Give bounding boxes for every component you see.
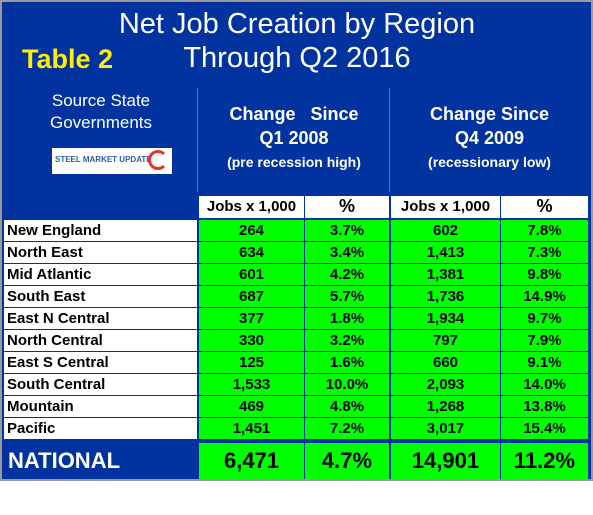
group1-line2: Q1 2008 bbox=[259, 128, 329, 148]
group1-line3: (pre recession high) bbox=[227, 154, 361, 170]
row-region: New England bbox=[4, 220, 197, 241]
row-region: Mid Atlantic bbox=[4, 264, 197, 285]
row-jobs-q4-2009: 2,093 bbox=[391, 374, 500, 395]
row-region: Pacific bbox=[4, 418, 197, 439]
row-pct-q4-2009: 9.8% bbox=[501, 264, 588, 285]
subheader-pct-q1-2008: % bbox=[305, 196, 389, 218]
row-pct-q4-2009: 9.7% bbox=[501, 308, 588, 329]
row-jobs-q1-2008: 377 bbox=[199, 308, 304, 329]
row-region: South East bbox=[4, 286, 197, 307]
row-pct-q1-2008: 10.0% bbox=[305, 374, 389, 395]
row-region: Mountain bbox=[4, 396, 197, 417]
row-jobs-q1-2008: 1,533 bbox=[199, 374, 304, 395]
group1-line1: Change Since bbox=[229, 104, 359, 124]
row-pct-q1-2008: 7.2% bbox=[305, 418, 389, 439]
row-jobs-q4-2009: 1,268 bbox=[391, 396, 500, 417]
row-pct-q4-2009: 15.4% bbox=[501, 418, 588, 439]
row-pct-q4-2009: 9.1% bbox=[501, 352, 588, 373]
row-pct-q1-2008: 1.6% bbox=[305, 352, 389, 373]
row-jobs-q1-2008: 634 bbox=[199, 242, 304, 263]
row-region: East N Central bbox=[4, 308, 197, 329]
row-jobs-q4-2009: 1,413 bbox=[391, 242, 500, 263]
row-pct-q1-2008: 3.7% bbox=[305, 220, 389, 241]
group2-line3: (recessionary low) bbox=[428, 154, 551, 170]
steel-market-update-logo: STEEL MARKET UPDATE bbox=[52, 148, 172, 174]
total-pct-q4-2009: 11.2% bbox=[501, 443, 588, 479]
row-jobs-q1-2008: 264 bbox=[199, 220, 304, 241]
total-jobs-q1-2008: 6,471 bbox=[199, 443, 304, 479]
row-jobs-q4-2009: 1,934 bbox=[391, 308, 500, 329]
row-jobs-q1-2008: 601 bbox=[199, 264, 304, 285]
group2-line1: Change Since bbox=[429, 104, 550, 124]
row-jobs-q1-2008: 469 bbox=[199, 396, 304, 417]
group2-line2: Q4 2009 bbox=[454, 128, 525, 148]
row-pct-q1-2008: 5.7% bbox=[305, 286, 389, 307]
row-pct-q4-2009: 7.3% bbox=[501, 242, 588, 263]
logo-text: STEEL MARKET UPDATE bbox=[55, 155, 152, 164]
source-note: Source State Governments bbox=[26, 90, 176, 134]
row-jobs-q4-2009: 3,017 bbox=[391, 418, 500, 439]
logo-ring-icon bbox=[148, 150, 168, 170]
subheader-jobs-q4-2009: Jobs x 1,000 bbox=[391, 196, 500, 218]
group-header-q4-2009: Change Since Q4 2009 (recessionary low) bbox=[391, 102, 588, 174]
row-jobs-q4-2009: 797 bbox=[391, 330, 500, 351]
row-jobs-q1-2008: 1,451 bbox=[199, 418, 304, 439]
row-region: East S Central bbox=[4, 352, 197, 373]
row-jobs-q1-2008: 330 bbox=[199, 330, 304, 351]
row-jobs-q4-2009: 1,736 bbox=[391, 286, 500, 307]
row-pct-q1-2008: 3.2% bbox=[305, 330, 389, 351]
row-jobs-q4-2009: 602 bbox=[391, 220, 500, 241]
title-line-2: Through Q2 2016 bbox=[183, 42, 411, 74]
total-jobs-q4-2009: 14,901 bbox=[391, 443, 500, 479]
source-line-2: Governments bbox=[49, 113, 153, 132]
row-pct-q4-2009: 14.0% bbox=[501, 374, 588, 395]
row-region: North East bbox=[4, 242, 197, 263]
source-line-1: Source State bbox=[51, 91, 151, 110]
row-pct-q1-2008: 4.2% bbox=[305, 264, 389, 285]
row-region: South Central bbox=[4, 374, 197, 395]
row-pct-q4-2009: 14.9% bbox=[501, 286, 588, 307]
total-pct-q1-2008: 4.7% bbox=[305, 443, 389, 479]
row-pct-q4-2009: 13.8% bbox=[501, 396, 588, 417]
row-pct-q1-2008: 4.8% bbox=[305, 396, 389, 417]
table-tag: Table 2 bbox=[22, 44, 114, 74]
row-pct-q1-2008: 3.4% bbox=[305, 242, 389, 263]
row-jobs-q4-2009: 660 bbox=[391, 352, 500, 373]
row-jobs-q1-2008: 125 bbox=[199, 352, 304, 373]
subheader-jobs-q1-2008: Jobs x 1,000 bbox=[199, 196, 304, 218]
total-label: NATIONAL TOTAL bbox=[8, 448, 120, 509]
row-jobs-q1-2008: 687 bbox=[199, 286, 304, 307]
title-line-1: Net Job Creation by Region bbox=[118, 8, 476, 40]
row-pct-q1-2008: 1.8% bbox=[305, 308, 389, 329]
row-region: North Central bbox=[4, 330, 197, 351]
row-pct-q4-2009: 7.9% bbox=[501, 330, 588, 351]
table-frame: Net Job Creation by Region Through Q2 20… bbox=[0, 0, 593, 481]
group-header-q1-2008: Change Since Q1 2008 (pre recession high… bbox=[199, 102, 389, 174]
row-pct-q4-2009: 7.8% bbox=[501, 220, 588, 241]
row-jobs-q4-2009: 1,381 bbox=[391, 264, 500, 285]
subheader-pct-q4-2009: % bbox=[501, 196, 588, 218]
